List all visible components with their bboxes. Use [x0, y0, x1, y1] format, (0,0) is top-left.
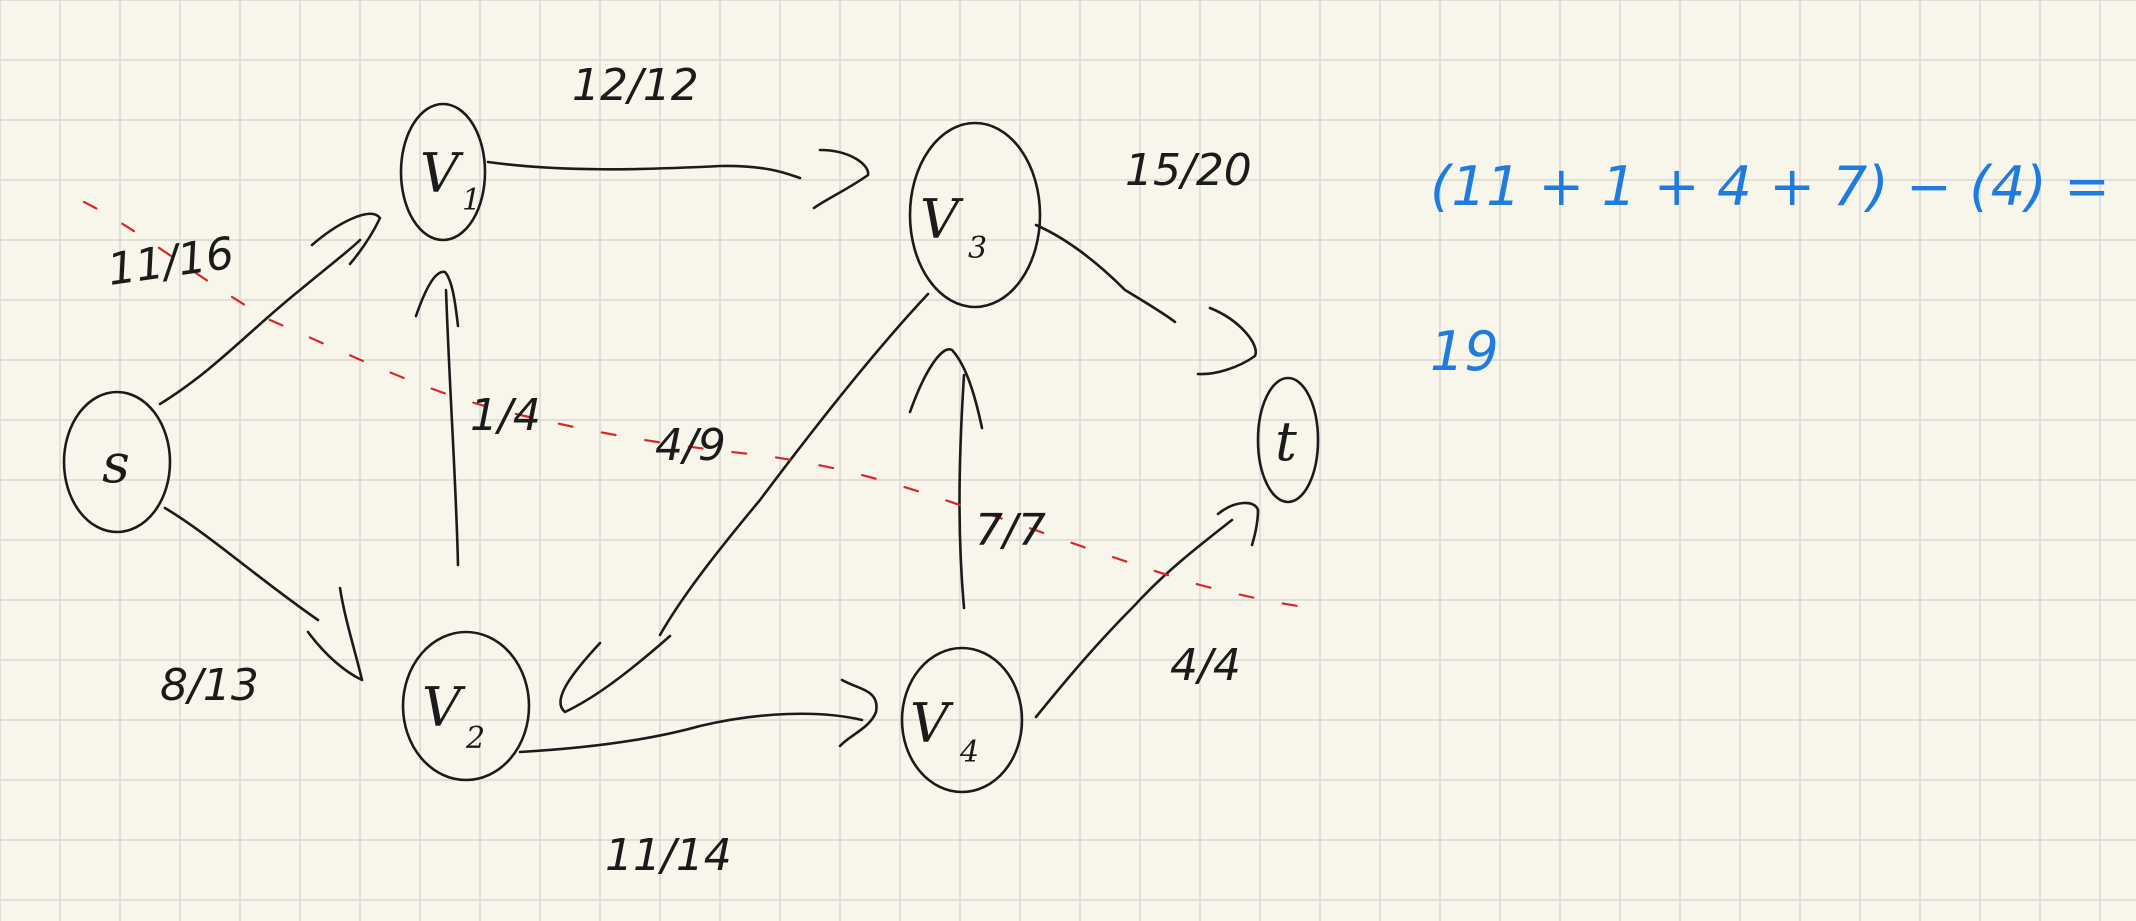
node-v4-label: V — [910, 692, 954, 755]
arrowhead-v3-v2 — [559, 634, 672, 714]
edge-v4-t — [1034, 518, 1234, 719]
edge-s-v1 — [158, 238, 362, 406]
calc-expression: (11 + 1 + 4 + 7) − (4) = — [1430, 155, 2110, 218]
node-v1-sub: 1 — [462, 183, 481, 218]
edge-label-v2-v4: 11/14 — [605, 830, 732, 881]
edge-label-v1-v3: 12/12 — [572, 60, 699, 111]
node-s: s — [62, 390, 172, 534]
node-v1: V 1 — [399, 102, 487, 242]
nodes: s V 1 V 2 V 3 V 4 t — [62, 102, 1320, 794]
edge-v2-v1 — [444, 288, 460, 567]
node-v4-circle — [900, 646, 1024, 794]
node-v1-label: V — [420, 142, 464, 205]
edge-v2-v4 — [518, 712, 864, 754]
node-v1-circle — [399, 102, 487, 242]
node-t-circle — [1256, 376, 1320, 504]
edges — [158, 148, 1260, 754]
calc-result: 19 — [1430, 320, 1499, 383]
arrowhead-v2-v1 — [414, 270, 460, 328]
edge-v3-t — [1034, 223, 1177, 324]
node-v3-label: V — [920, 188, 964, 251]
edge-label-s-v1: 11/16 — [104, 228, 237, 296]
arrowhead-v1-v3 — [812, 148, 870, 210]
node-v3-sub: 3 — [968, 231, 987, 266]
node-v3: V 3 — [908, 121, 1042, 309]
arrowhead-v4-v3 — [908, 348, 984, 430]
edge-label-v4-t: 4/4 — [1170, 640, 1241, 691]
node-v4: V 4 — [900, 646, 1024, 794]
node-v3-circle — [908, 121, 1042, 309]
node-v2: V 2 — [401, 630, 531, 782]
node-t: t — [1256, 376, 1320, 504]
edge-label-s-v2: 8/13 — [160, 660, 259, 711]
node-v2-sub: 2 — [465, 721, 485, 756]
min-cut-line — [82, 200, 1312, 610]
node-v4-sub: 4 — [959, 735, 979, 770]
node-v2-label: V — [422, 676, 466, 739]
edge-label-v3-t: 15/20 — [1125, 145, 1252, 196]
edge-label-v4-v3: 7/7 — [975, 505, 1046, 556]
node-s-label: s — [102, 432, 130, 495]
node-t-label: t — [1275, 410, 1297, 473]
edge-v1-v3 — [486, 160, 802, 180]
node-s-circle — [62, 390, 172, 534]
cut-calculation: (11 + 1 + 4 + 7) − (4) = 19 — [1430, 155, 2110, 383]
edge-s-v2 — [163, 506, 320, 622]
edge-label-v2-v1: 1/4 — [470, 390, 541, 441]
edge-labels: 11/16 8/13 1/4 4/9 12/12 11/14 7/7 15/20… — [104, 60, 1251, 881]
arrowhead-v4-t — [1216, 501, 1260, 547]
edge-v4-v3 — [958, 373, 966, 610]
edge-label-v3-v2: 4/9 — [655, 420, 726, 471]
arrowhead-v3-t — [1196, 306, 1258, 376]
edge-v3-v2 — [658, 292, 930, 637]
arrowhead-v2-v4 — [838, 678, 878, 748]
node-v2-circle — [401, 630, 531, 782]
arrowhead-s-v2 — [306, 586, 364, 682]
arrowhead-s-v1 — [310, 212, 382, 266]
